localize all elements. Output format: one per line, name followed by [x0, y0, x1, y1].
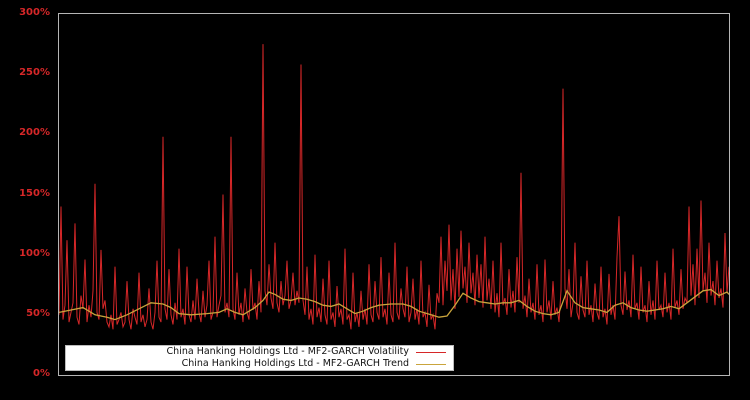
- y-tick-label-0: 0%: [33, 368, 50, 379]
- y-axis: 0% 50% 100% 150% 200% 250% 300%: [0, 0, 50, 400]
- legend-line-sample-trend: [416, 363, 446, 365]
- y-tick-label-150: 150%: [19, 187, 50, 199]
- legend-item-trend: China Hanking Holdings Ltd - MF2-GARCH T…: [70, 358, 446, 370]
- y-tick-label-100: 100%: [19, 247, 50, 259]
- y-tick-label-250: 250%: [19, 67, 50, 79]
- trend-line: [59, 288, 729, 321]
- legend: China Hanking Holdings Ltd - MF2-GARCH V…: [65, 345, 454, 371]
- legend-item-volatility: China Hanking Holdings Ltd - MF2-GARCH V…: [70, 346, 446, 358]
- volatility-line: [59, 44, 729, 330]
- plot-area: [58, 13, 730, 376]
- legend-label-trend: China Hanking Holdings Ltd - MF2-GARCH T…: [181, 358, 409, 369]
- y-tick-label-200: 200%: [19, 127, 50, 139]
- legend-label-volatility: China Hanking Holdings Ltd - MF2-GARCH V…: [166, 346, 409, 357]
- plot-svg: [59, 44, 729, 330]
- y-tick-label-300: 300%: [19, 7, 50, 18]
- legend-line-sample-volatility: [416, 351, 446, 353]
- y-tick-label-50: 50%: [26, 307, 50, 319]
